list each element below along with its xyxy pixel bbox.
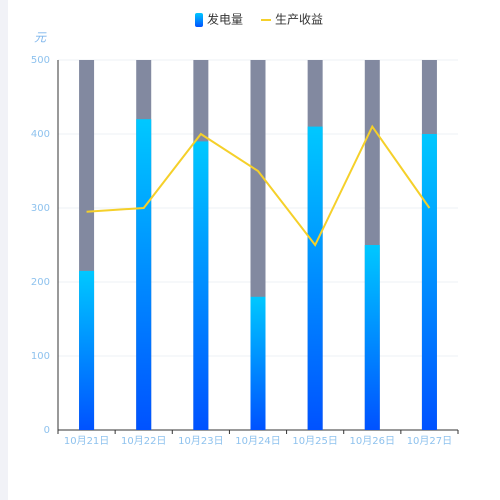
x-tick-label: 10月22日 — [121, 435, 166, 447]
x-tick-label: 10月26日 — [350, 435, 395, 447]
y-tick-label: 300 — [31, 203, 50, 214]
y-tick-label: 200 — [31, 277, 50, 288]
legend-label: 发电量 — [207, 12, 243, 27]
x-tick-label: 10月21日 — [64, 435, 109, 447]
legend-swatch — [195, 13, 203, 27]
y-tick-label: 400 — [31, 129, 50, 140]
legend-label: 生产收益 — [275, 13, 323, 27]
bar — [364, 245, 380, 430]
y-tick-label: 100 — [31, 351, 50, 362]
y-tick-label: 0 — [44, 425, 50, 436]
bar — [307, 126, 323, 430]
bar — [421, 134, 437, 430]
x-tick-label: 10月25日 — [292, 435, 337, 447]
bar — [79, 270, 95, 430]
y-axis-label: 元 — [34, 31, 47, 45]
bar — [193, 141, 209, 430]
bar — [250, 296, 266, 430]
x-tick-label: 10月27日 — [407, 435, 452, 447]
y-tick-label: 500 — [31, 55, 50, 66]
side-strip — [0, 0, 8, 500]
line — [86, 124, 431, 247]
x-tick-label: 10月23日 — [178, 435, 223, 447]
x-tick-label: 10月24日 — [235, 435, 280, 447]
bar — [136, 119, 152, 430]
